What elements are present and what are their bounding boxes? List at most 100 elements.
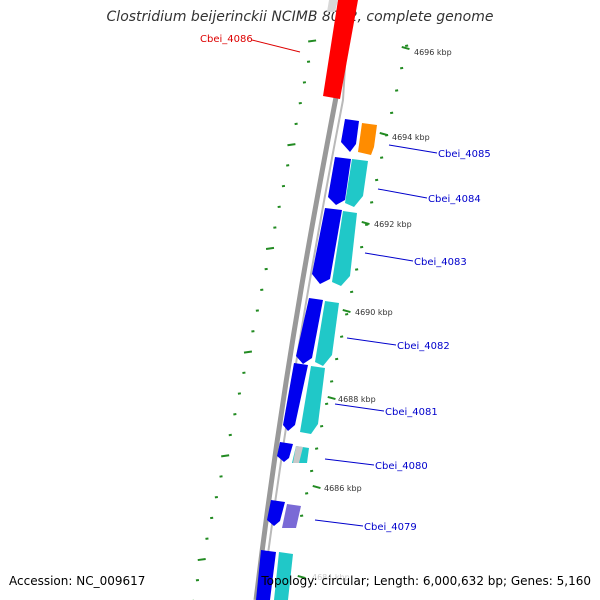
gene-label-connector bbox=[251, 39, 301, 53]
inner-ring-tick bbox=[233, 413, 237, 416]
inner-ring-tick bbox=[210, 516, 214, 520]
kbp-label: 4688 kbp bbox=[338, 395, 376, 404]
inner-ring-tick bbox=[302, 81, 307, 84]
gene-label-cbei-4080[interactable]: Cbei_4080 bbox=[375, 461, 428, 472]
inner-ring-tick bbox=[287, 143, 296, 147]
kbp-label: 4696 kbp bbox=[414, 48, 452, 57]
gene-label-connector bbox=[388, 144, 438, 154]
outer-ring-tick bbox=[379, 156, 384, 159]
inner-ring-tick bbox=[219, 475, 223, 478]
inner-ring-tick bbox=[221, 454, 230, 458]
gene-label-connector bbox=[346, 337, 397, 346]
inner-ring-tick bbox=[298, 101, 302, 105]
inner-tick-ring bbox=[191, 39, 317, 600]
outer-ring-tick bbox=[320, 424, 324, 428]
inner-ring-tick bbox=[277, 205, 281, 209]
gene-label-cbei-4079[interactable]: Cbei_4079 bbox=[364, 522, 417, 533]
outer-ring-tick bbox=[329, 380, 334, 383]
gene-label-connector bbox=[314, 519, 364, 527]
kbp-label: 4690 kbp bbox=[355, 308, 393, 317]
gene-cbei-4081[interactable] bbox=[300, 366, 325, 434]
kbp-label: 4692 kbp bbox=[374, 220, 412, 229]
gene-block-4080-blue[interactable] bbox=[277, 442, 293, 462]
outer-ring-tick bbox=[300, 514, 304, 517]
inner-ring-tick bbox=[197, 557, 206, 562]
gene-cbei-4083[interactable] bbox=[332, 211, 357, 286]
genome-backbone bbox=[253, 39, 350, 600]
gene-cbei-4080-grey bbox=[293, 446, 303, 463]
gene-block-4085-blue[interactable] bbox=[341, 119, 359, 152]
topology-text: Topology: circular; Length: 6,000,632 bp… bbox=[261, 574, 591, 588]
outer-ring-tick bbox=[360, 245, 364, 249]
kbp-ticks: 4696 kbp 4694 kbp 4692 kbp 4690 kbp 4688 kbp… bbox=[297, 45, 452, 582]
gene-label-connector bbox=[324, 458, 375, 466]
outer-ring-tick bbox=[355, 268, 359, 271]
kbp-label: 4684 kbp bbox=[312, 573, 350, 582]
gene-cbei-4082[interactable] bbox=[315, 301, 339, 366]
outer-ring-tick bbox=[399, 66, 404, 70]
outer-ring-tick bbox=[304, 492, 309, 495]
outer-ring-tick bbox=[345, 313, 349, 316]
kbp-tick bbox=[297, 575, 306, 580]
inner-ring-tick bbox=[242, 371, 246, 374]
outer-ring-tick bbox=[310, 469, 314, 473]
inner-ring-tick bbox=[195, 578, 200, 582]
gene-label-connector bbox=[377, 188, 428, 199]
outer-ring-tick bbox=[370, 201, 374, 204]
gene-label-cbei-4084[interactable]: Cbei_4084 bbox=[428, 194, 481, 205]
inner-ring-tick bbox=[306, 60, 311, 63]
inner-ring-tick bbox=[260, 288, 264, 292]
inner-ring-tick bbox=[308, 39, 317, 43]
accession-text: Accession: NC_009617 bbox=[9, 574, 146, 588]
outer-ring-tick bbox=[334, 357, 339, 361]
gene-block-4083-blue[interactable] bbox=[312, 208, 342, 284]
gene-block-4082-blue[interactable] bbox=[296, 298, 323, 364]
kbp-tick bbox=[379, 132, 388, 137]
gene-cbei-4086[interactable] bbox=[323, 0, 358, 99]
inner-ring-tick bbox=[264, 267, 268, 271]
gene-block-bottom-blue[interactable] bbox=[256, 550, 276, 600]
gene-block-bottom-cyan[interactable] bbox=[274, 552, 293, 600]
gene-label-cbei-4081[interactable]: Cbei_4081 bbox=[385, 407, 438, 418]
inner-ring-tick bbox=[286, 164, 290, 167]
gene-label-cbei-4085[interactable]: Cbei_4085 bbox=[438, 149, 491, 160]
inner-ring-tick bbox=[255, 309, 259, 312]
gene-label-cbei-4082[interactable]: Cbei_4082 bbox=[397, 341, 450, 352]
outer-ring-tick bbox=[394, 89, 399, 92]
inner-ring-tick bbox=[214, 496, 218, 499]
inner-ring-tick bbox=[237, 392, 242, 395]
inner-ring-tick bbox=[251, 330, 255, 333]
gene-block-4084-blue[interactable] bbox=[328, 157, 351, 205]
gene-label-cbei-4083[interactable]: Cbei_4083 bbox=[414, 257, 467, 268]
kbp-label: 4686 kbp bbox=[324, 484, 362, 493]
inner-ring-tick bbox=[228, 433, 232, 437]
kbp-tick bbox=[401, 45, 410, 51]
gene-label-connector bbox=[334, 403, 385, 412]
gene-block-4079-blue[interactable] bbox=[267, 500, 285, 526]
inner-ring-tick bbox=[265, 246, 275, 250]
gene-labels: Cbei_4086 Cbei_4085 Cbei_4084 Cbei_4083 Cbei… bbox=[200, 34, 491, 533]
outer-ring-tick bbox=[340, 335, 344, 338]
genome-title: Clostridium beijerinckii NCIMB 8052, com… bbox=[106, 9, 494, 25]
outer-ring-tick bbox=[350, 290, 354, 294]
kbp-tick bbox=[312, 485, 321, 490]
kbp-label: 4694 kbp bbox=[392, 133, 430, 142]
outer-ring-tick bbox=[374, 178, 379, 182]
gene-label-connector bbox=[364, 252, 414, 262]
gene-block-4081-blue[interactable] bbox=[283, 363, 308, 431]
gene-cbei-4085[interactable] bbox=[358, 123, 377, 155]
gene-cbei-4084[interactable] bbox=[345, 159, 368, 207]
inner-ring-tick bbox=[205, 537, 209, 540]
inner-ring-tick bbox=[243, 350, 253, 354]
outer-ring-tick bbox=[324, 402, 329, 406]
inner-ring-tick bbox=[294, 122, 298, 126]
gene-label-cbei-4086[interactable]: Cbei_4086 bbox=[200, 34, 253, 45]
kbp-tick bbox=[342, 309, 351, 314]
gene-cbei-4079[interactable] bbox=[282, 504, 301, 528]
outer-ring-tick bbox=[390, 111, 394, 115]
inner-ring-tick bbox=[273, 226, 277, 229]
outer-ring-tick bbox=[404, 44, 409, 47]
outer-tick-ring bbox=[300, 44, 409, 517]
gene-cbei-4086-top bbox=[327, 0, 338, 12]
